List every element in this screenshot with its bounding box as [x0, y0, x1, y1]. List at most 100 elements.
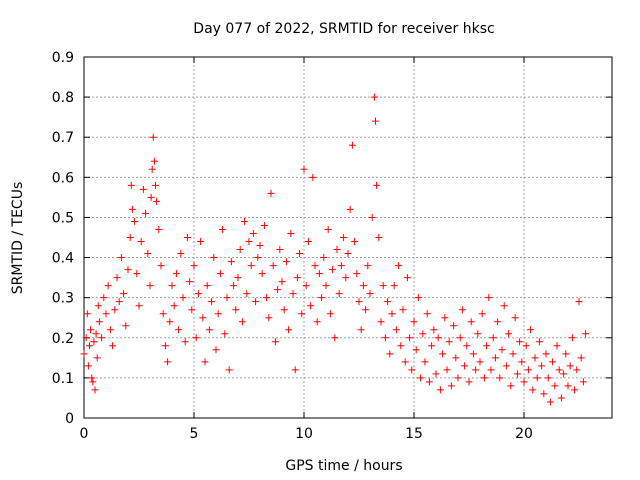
data-point [131, 217, 139, 225]
data-point [230, 282, 238, 290]
data-point [443, 366, 451, 374]
data-point [83, 310, 91, 318]
data-point [340, 234, 348, 241]
data-point [263, 294, 271, 302]
data-point [212, 346, 220, 354]
data-point [421, 358, 429, 366]
data-point [533, 374, 541, 382]
data-point [434, 334, 442, 342]
data-point [282, 258, 290, 266]
data-point [373, 181, 381, 189]
data-point [524, 366, 532, 374]
data-point [216, 270, 224, 278]
data-point [326, 310, 334, 318]
data-point [188, 306, 196, 314]
data-point [494, 318, 502, 326]
data-point [430, 326, 438, 334]
data-point [274, 286, 282, 294]
data-point [115, 298, 123, 306]
y-tick-label: 0.4 [52, 251, 74, 267]
data-point [575, 298, 583, 306]
data-point [302, 282, 310, 290]
data-point [432, 370, 440, 378]
data-point [529, 386, 537, 394]
grid [84, 57, 612, 418]
data-point [555, 366, 563, 374]
data-point [186, 278, 194, 286]
data-point [236, 246, 244, 254]
data-point [117, 254, 125, 262]
data-point [531, 354, 539, 362]
data-point [557, 394, 565, 402]
data-point [476, 358, 484, 366]
x-tick-label: 20 [515, 426, 533, 442]
data-point [364, 262, 372, 270]
data-point [346, 205, 354, 213]
data-point [153, 197, 161, 205]
data-point [124, 266, 132, 274]
data-point [467, 318, 475, 326]
data-point [549, 358, 557, 366]
data-point [461, 362, 469, 370]
data-point [401, 358, 409, 366]
data-point [410, 318, 418, 326]
data-point [388, 310, 396, 318]
x-tick-label: 15 [405, 426, 423, 442]
data-point [269, 262, 277, 270]
data-point [100, 294, 108, 302]
data-point [258, 270, 266, 278]
data-point [384, 298, 392, 306]
data-point [183, 234, 191, 241]
data-point [120, 290, 128, 298]
data-point [573, 366, 581, 374]
data-point [159, 310, 167, 318]
data-point [579, 378, 587, 386]
data-point [463, 342, 471, 350]
data-point [487, 366, 495, 374]
data-point [412, 346, 420, 354]
data-point [245, 238, 253, 246]
data-point [293, 274, 301, 282]
data-point [441, 314, 449, 322]
data-point [491, 354, 499, 362]
data-point [89, 378, 97, 386]
data-point [146, 282, 154, 290]
data-point [351, 238, 359, 246]
data-point [93, 354, 101, 362]
data-point [419, 330, 427, 338]
data-point [344, 250, 352, 258]
data-point [445, 338, 453, 346]
data-point [399, 306, 407, 314]
data-point [520, 378, 528, 386]
y-tick-label: 0 [65, 411, 74, 427]
data-point [148, 165, 156, 173]
data-point [214, 310, 222, 318]
y-tick-label: 0.8 [52, 90, 74, 106]
data-point [92, 330, 100, 338]
data-point [447, 382, 455, 390]
data-point [498, 346, 506, 354]
data-point [353, 270, 361, 278]
data-point [247, 262, 255, 270]
data-point [311, 262, 319, 270]
data-point [439, 350, 447, 358]
data-point [390, 282, 398, 290]
chart-title: Day 077 of 2022, SRMTID for receiver hks… [193, 21, 494, 37]
data-point [135, 302, 143, 310]
data-point [331, 334, 339, 342]
data-point [454, 374, 462, 382]
x-tick-label: 5 [190, 426, 199, 442]
data-point [307, 302, 315, 310]
data-point [225, 366, 233, 374]
data-point [170, 302, 178, 310]
data-point [518, 358, 526, 366]
plot-area [83, 56, 613, 419]
data-point [127, 181, 135, 189]
y-tick-label: 0.3 [52, 291, 74, 307]
data-point [80, 350, 88, 358]
data-point [223, 294, 231, 302]
data-point [540, 390, 548, 398]
data-point [298, 310, 306, 318]
data-point [395, 262, 403, 270]
